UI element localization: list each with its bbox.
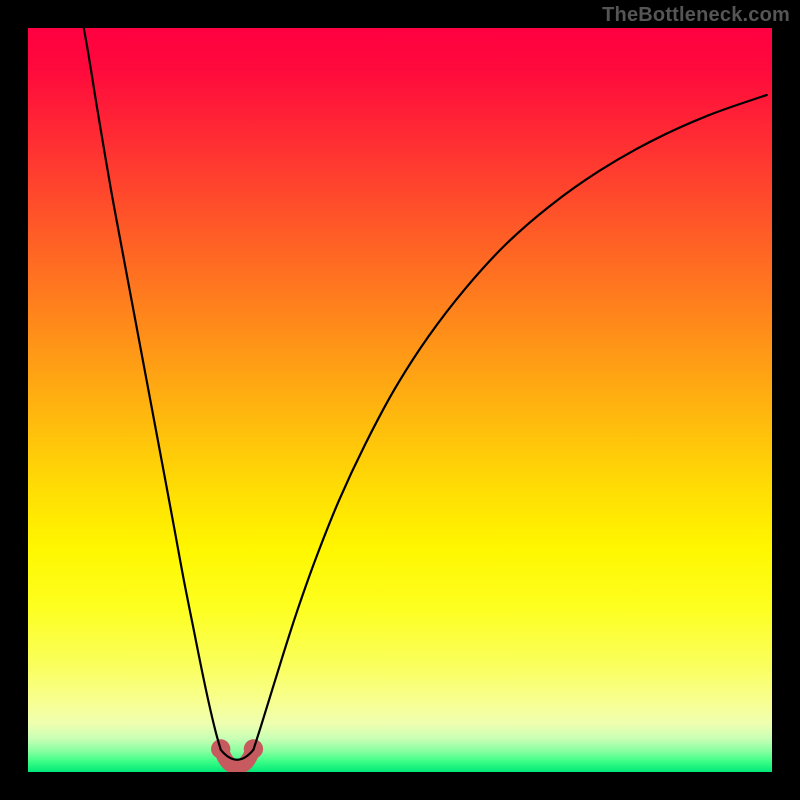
watermark-text: TheBottleneck.com [602,4,790,27]
bottleneck-curve-chart [0,0,800,800]
chart-background [28,28,772,772]
chart-container: TheBottleneck.com [0,0,800,800]
